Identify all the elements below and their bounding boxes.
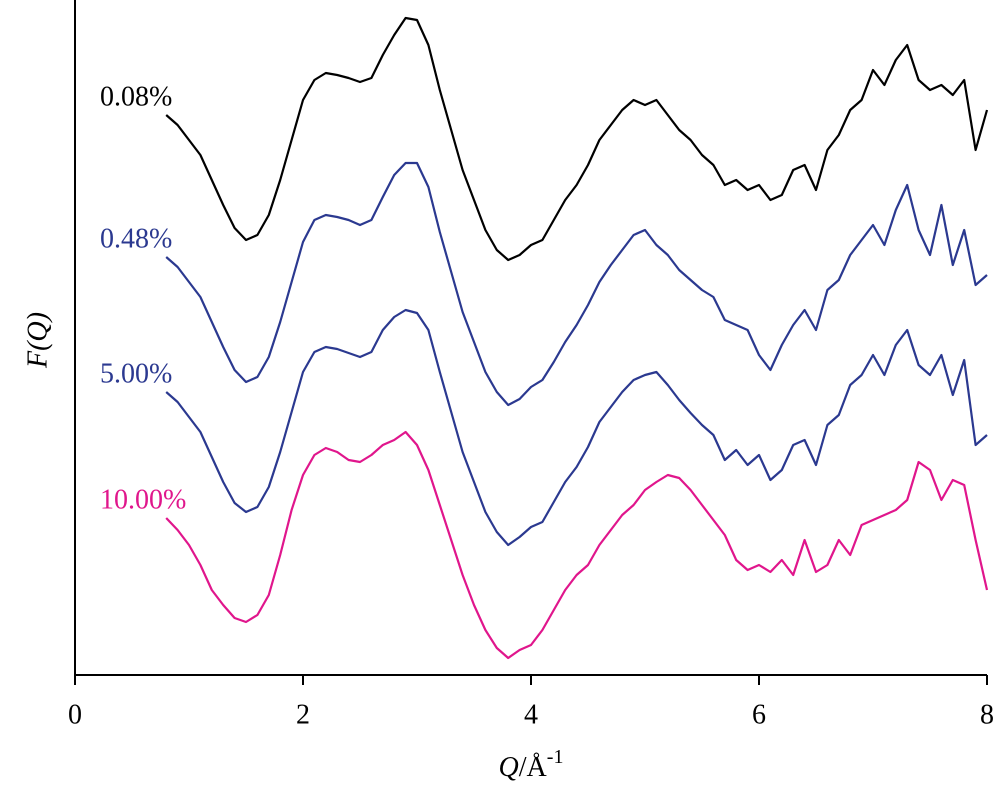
series-line: [165, 16, 989, 262]
series-label: 0.48%: [100, 223, 172, 254]
series-label: 0.08%: [100, 81, 172, 112]
series-line: [165, 308, 988, 547]
series-label: 5.00%: [100, 358, 172, 389]
x-tick-label: 0: [68, 699, 82, 730]
x-tick-label: 6: [752, 699, 766, 730]
x-label-exponent: -1: [547, 746, 564, 768]
y-axis-label: F(Q): [22, 312, 53, 369]
series-line: [165, 161, 988, 407]
x-tick-label: 8: [980, 699, 994, 730]
x-tick-label: 4: [524, 699, 538, 730]
x-tick-label: 2: [296, 699, 310, 730]
x-label-unit: /Å: [519, 752, 548, 783]
x-axis-label: Q/Å-1: [499, 746, 564, 784]
series-line: [165, 430, 989, 660]
series-label: 10.00%: [100, 484, 186, 515]
x-label-symbol: Q: [499, 752, 519, 783]
